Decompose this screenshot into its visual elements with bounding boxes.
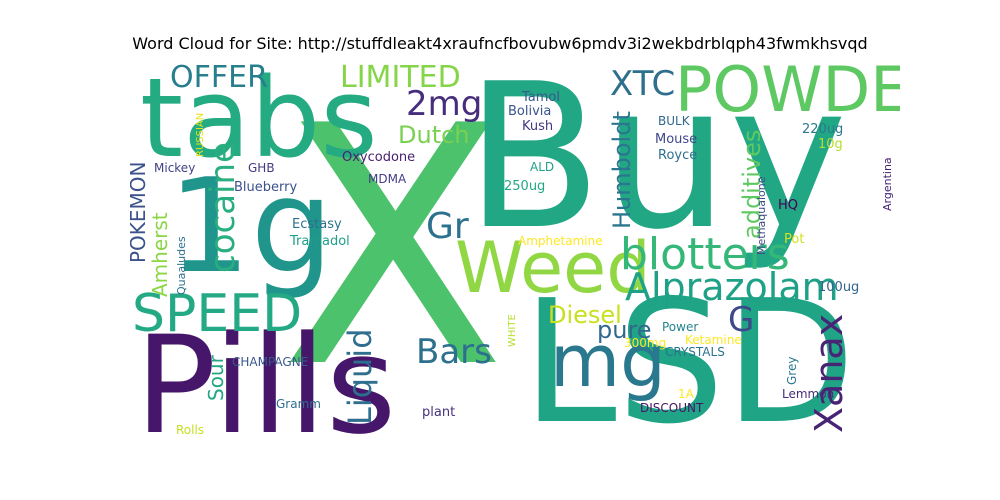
- word-tamol: Tamol: [522, 90, 560, 105]
- word-tabs: tabs: [140, 63, 378, 182]
- word-royce: Royce: [658, 148, 698, 163]
- word-xtc-2: XTC: [610, 64, 676, 104]
- word-cocaine: Alprazolam: [625, 265, 839, 309]
- word-g: G: [728, 300, 755, 340]
- word-powder: POWDER: [675, 63, 900, 126]
- word-1a: 1A: [678, 387, 694, 401]
- word-offer: OFFER: [170, 63, 268, 95]
- word-amphetamine: Amphetamine: [518, 234, 603, 248]
- word-ghb: GHB: [248, 161, 275, 175]
- word-weed: Weed: [455, 227, 651, 309]
- word-hq: HQ: [778, 198, 799, 213]
- word-cloud: X Buy LSD Pills tabs 1g Weed POWDER mg S…: [130, 63, 900, 443]
- word-ketamine: Ketamine: [685, 333, 742, 347]
- word-mg: mg: [550, 319, 666, 403]
- word-300mg: 300mg: [624, 336, 667, 350]
- word-bolivia: Bolivia: [508, 104, 552, 119]
- word-quaaludes: Quaaludes: [175, 236, 188, 295]
- word-gramm: Gramm: [276, 397, 321, 411]
- word-discount: DISCOUNT: [640, 401, 704, 415]
- word-crystals: CRYSTALS: [665, 345, 725, 359]
- word-russian: RUSSIAN: [195, 112, 206, 157]
- word-x: X: [280, 63, 507, 440]
- word-methaqualone: Methaqualone: [755, 176, 768, 255]
- word-blueberry: Blueberry: [234, 180, 298, 195]
- word-kush: Kush: [522, 119, 554, 134]
- word-champagne: CHAMPAGNE: [232, 355, 309, 369]
- word-argentina: Argentina: [881, 157, 894, 211]
- word-1g: 1g: [168, 150, 334, 302]
- word-pure: pure: [597, 316, 652, 344]
- word-mickey: Mickey: [154, 161, 196, 175]
- word-limited: LIMITED: [340, 63, 461, 95]
- word-power: Power: [662, 320, 699, 334]
- word-mouse: Mouse: [655, 132, 698, 147]
- word-rolls: Rolls: [176, 423, 205, 437]
- word-100ug: 100ug: [818, 280, 860, 295]
- chart-title: Word Cloud for Site: http://stuffdleakt4…: [132, 34, 868, 53]
- word-lsd: LSD: [522, 264, 856, 443]
- word-speed: SPEED: [132, 284, 303, 344]
- word-bars: Bars: [416, 332, 492, 372]
- word-oxycodone: Oxycodone: [342, 150, 416, 165]
- word-alprazolam: Xanax: [807, 313, 851, 433]
- word-xtc: Gr: [426, 206, 469, 247]
- word-humboldt: Humboldt: [608, 111, 636, 229]
- word-tramadol: Tramadol: [290, 234, 350, 249]
- word-amherst: Amherst: [148, 212, 172, 297]
- word-plant: plant: [422, 405, 456, 420]
- word-pot: Pot: [784, 232, 805, 247]
- word-ald: ALD: [530, 160, 555, 174]
- word-xanax: cocaine: [203, 142, 243, 273]
- word-pills: Pills: [135, 307, 397, 443]
- word-2mg: 2mg: [406, 84, 483, 124]
- word-dutch: Dutch: [398, 121, 470, 149]
- word-10g: 10g: [818, 137, 843, 152]
- word-grey: Grey: [785, 356, 799, 385]
- word-pokemon: POKEMON: [130, 161, 150, 263]
- word-ecstasy: Ecstasy: [292, 217, 342, 232]
- word-buy: Buy: [465, 63, 848, 274]
- word-diesel: Diesel: [548, 301, 622, 329]
- word-220ug: 220ug: [802, 122, 844, 137]
- word-blotters: blotters: [620, 229, 790, 280]
- word-lemmon: Lemmon: [782, 387, 835, 401]
- word-liquid: Liquid: [341, 328, 379, 425]
- word-250ug: 250ug: [504, 179, 546, 194]
- word-mdma: MDMA: [368, 172, 407, 186]
- word-white: WHITE: [507, 314, 518, 347]
- word-bulk: BULK: [658, 114, 690, 128]
- word-sour: Sour: [204, 355, 228, 401]
